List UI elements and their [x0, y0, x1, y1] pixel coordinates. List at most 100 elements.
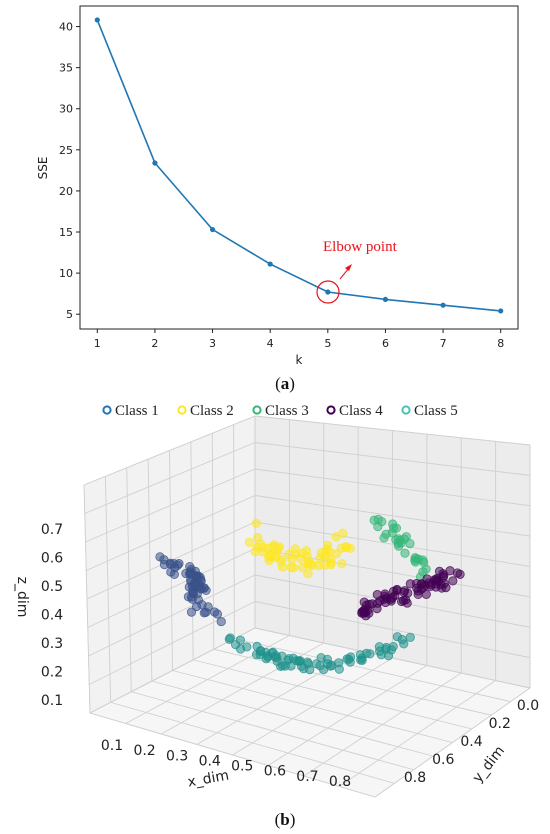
x-tick-label: 2	[151, 337, 158, 350]
axes-grid	[83, 415, 531, 798]
x-tick-label-b: 0.7	[296, 769, 318, 785]
legend-label: Class 2	[190, 403, 234, 419]
y-tick-label-b: 0.8	[404, 770, 426, 786]
scatter-point	[316, 653, 326, 663]
sse-point	[498, 308, 504, 314]
scatter-point	[255, 539, 266, 549]
x-tick-label-b: 0.1	[101, 738, 123, 754]
scatter-point	[337, 559, 347, 569]
left-wall-grid-line	[86, 495, 256, 571]
y-tick-label: 25	[59, 144, 73, 157]
scatter-point	[405, 579, 415, 589]
scatter-point	[355, 650, 366, 660]
x-tick-label: 4	[267, 337, 274, 350]
scatter-point	[413, 589, 423, 599]
y-tick-label: 35	[59, 62, 73, 75]
scatter-point	[431, 582, 441, 592]
x-tick-label-b: 0.8	[329, 774, 351, 790]
x-axis-label-b: x_dim	[186, 768, 230, 791]
floor-grid-line	[213, 648, 492, 716]
y-tick-label-b: 0.2	[489, 716, 511, 732]
legend-b: Class 1 Class 2 Class 3 Class 4 Class 5	[102, 403, 458, 419]
scatter-point	[327, 660, 337, 671]
legend-label: Class 4	[339, 403, 383, 419]
scatter-point	[388, 523, 399, 533]
left-wall-grid-line	[190, 441, 194, 660]
scatter-points	[155, 514, 465, 675]
plot-area-a	[79, 5, 519, 330]
legend-label: Class 1	[115, 403, 159, 419]
y-tick-label-b: 0.6	[432, 752, 454, 768]
x-tick-label: 8	[497, 337, 504, 350]
scatter-point	[379, 594, 389, 604]
x-tick-label: 1	[94, 337, 101, 350]
scatter-point	[338, 528, 348, 538]
z-tick-label: 0.5	[41, 579, 63, 595]
scatter-point	[320, 560, 330, 570]
scatter-point	[188, 588, 198, 598]
z-tick-label: 0.4	[41, 608, 63, 624]
floor-grid-line	[374, 687, 531, 798]
caption-a: (a)	[275, 374, 295, 393]
floor-grid-line	[267, 665, 428, 766]
scatter-point	[303, 568, 313, 579]
elbow-chart: 1 2 3 4 5 6 7 8 5 10 15 20 25 30 35 40 SSE k Elbow poin…	[36, 5, 519, 393]
scatter-point	[411, 554, 421, 564]
scatter-point	[192, 572, 202, 582]
right-wall-grid-line	[254, 521, 531, 567]
scatter-point	[271, 551, 281, 561]
x-axis-label-a: k	[296, 353, 303, 367]
scatter-point	[322, 544, 332, 554]
scatter-point	[242, 642, 252, 652]
scatter-point	[298, 548, 308, 558]
scatter-point	[376, 650, 386, 660]
scatter-point	[334, 664, 344, 674]
scatter-point	[369, 515, 379, 525]
right-wall-grid-line	[254, 415, 531, 446]
legend-marker	[401, 405, 411, 415]
y-axis-label-a: SSE	[36, 157, 50, 180]
scatter-point	[251, 518, 261, 528]
sse-point	[440, 302, 446, 308]
scatter-point	[372, 590, 382, 600]
right-wall-grid-line	[254, 442, 531, 476]
scatter-point	[455, 569, 465, 579]
caption-b: (b)	[275, 810, 296, 829]
sse-point	[209, 226, 216, 233]
floor-grid-line	[234, 638, 511, 703]
scatter-point	[297, 563, 308, 573]
floor-grid-line	[303, 672, 462, 777]
scatter-point	[365, 649, 375, 659]
y-tick-label-b: 0.4	[460, 734, 482, 750]
scatter-point	[344, 654, 354, 665]
floor-grid-line	[193, 659, 472, 730]
scatter-point	[439, 578, 449, 589]
z-tick-label: 0.6	[41, 551, 63, 567]
scatter-3d-chart: 0.1 0.2 0.3 0.4 0.5 0.6 0.7 0.8 0.0 0.2 0.4 0.6 0.8 0…	[14, 415, 539, 829]
scatter-point	[359, 597, 369, 607]
scatter-point	[379, 533, 389, 543]
scatter-point	[421, 564, 431, 574]
x-tick-label-b: 0.5	[231, 759, 253, 775]
x-tick-label-b: 0.6	[264, 764, 286, 780]
y-tick-label: 5	[66, 308, 73, 321]
sse-series	[94, 17, 504, 314]
scatter-point	[216, 616, 226, 627]
scatter-point	[367, 599, 377, 609]
right-wall-grid-line	[254, 495, 531, 537]
x-tick-label-b: 0.2	[133, 743, 155, 759]
scatter-point	[345, 543, 355, 553]
x-tick-label-b: 0.3	[166, 748, 188, 764]
scatter-point	[318, 665, 329, 675]
scatter-point	[405, 632, 415, 642]
y-tick-label: 30	[59, 103, 73, 116]
z-axis-label: z_dim	[14, 577, 30, 618]
y-tick-label: 40	[59, 21, 73, 34]
scatter-point	[311, 659, 321, 669]
scatter-point	[402, 598, 412, 608]
scatter-point	[399, 639, 409, 649]
scatter-point	[288, 563, 299, 573]
scatter-point	[244, 537, 254, 547]
y-tick-label-b: 0.0	[517, 698, 539, 714]
